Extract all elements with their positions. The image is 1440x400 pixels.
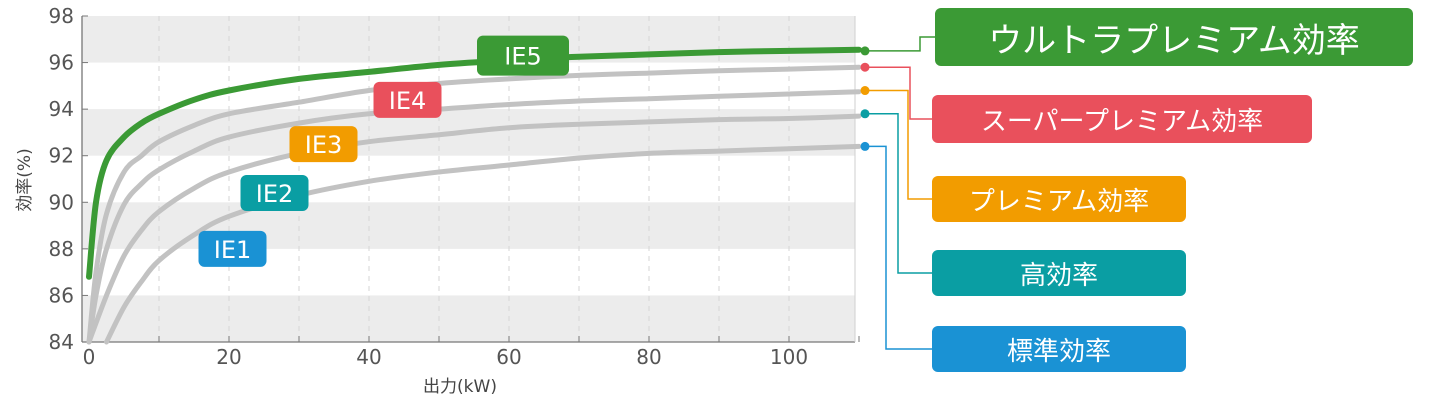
- x-tick-label-4: 80: [636, 345, 661, 369]
- legend-connector-2: [860, 86, 932, 200]
- y-tick-label-3: 90: [49, 190, 74, 214]
- legend-connector-3: [860, 109, 932, 274]
- curve-tag-box: [240, 174, 309, 211]
- x-tick-label-2: 40: [356, 345, 381, 369]
- curve-tag-ie4: IE4: [373, 81, 442, 118]
- y-tick-label-1: 86: [49, 283, 74, 307]
- legend-item-label: 高効率: [1019, 260, 1098, 291]
- curve-tag-ie1: IE1: [198, 230, 267, 267]
- y-tick-label-7: 98: [49, 4, 74, 28]
- legend-connectors: [860, 36, 935, 350]
- band-0: [82, 295, 855, 342]
- x-tick-label-5: 100: [770, 345, 808, 369]
- connector-dot: [860, 109, 870, 119]
- legend-item-4: 標準効率: [932, 326, 1186, 372]
- curve-tag-box: [373, 81, 442, 118]
- legend-item-label: ウルトラプレミアム効率: [988, 20, 1360, 61]
- connector-dot: [860, 46, 870, 56]
- connector-dot: [860, 141, 870, 151]
- legend-item-2: プレミアム効率: [932, 176, 1186, 222]
- connector-dot: [860, 86, 870, 96]
- legend-item-0: ウルトラプレミアム効率: [935, 8, 1413, 66]
- legend-connector-1: [860, 62, 932, 120]
- y-tick-label-5: 94: [49, 97, 74, 121]
- curve-tag-label: IE4: [389, 87, 427, 115]
- y-tick-label-4: 92: [49, 144, 74, 168]
- legend-connector-4: [860, 141, 932, 350]
- legend-item-3: 高効率: [932, 250, 1186, 296]
- legend-item-label: スーパープレミアム効率: [980, 106, 1264, 137]
- x-tick-labels: 0 20 40 60 80 100: [83, 345, 808, 369]
- curve-tag-ie2: IE2: [240, 174, 309, 211]
- y-tick-label-0: 84: [49, 330, 74, 354]
- x-axis-label: 出力(kW): [423, 377, 497, 397]
- plot-bands: [82, 16, 855, 342]
- connector-line: [865, 36, 935, 52]
- x-tick-label-0: 0: [83, 345, 96, 369]
- connector-dot: [860, 62, 870, 72]
- curve-tag-box: [289, 126, 358, 163]
- curve-tag-ie3: IE3: [289, 126, 358, 163]
- curve-tag-label: IE2: [256, 180, 294, 208]
- curve-tag-label: IE3: [305, 131, 343, 159]
- curve-tag-ie5: IE5: [477, 35, 569, 76]
- connector-line: [865, 89, 932, 200]
- series-lines: [86, 46, 862, 345]
- series-line-ie1: [104, 143, 862, 345]
- y-tick-label-6: 96: [49, 51, 74, 75]
- band-1: [82, 202, 855, 249]
- legend-connector-0: [860, 36, 935, 56]
- y-axis-label: 効率(%): [15, 148, 35, 211]
- curve-tag-box: [198, 230, 267, 267]
- curve-tag-label: IE1: [214, 236, 252, 264]
- connector-line: [865, 145, 932, 350]
- x-tick-label-1: 20: [216, 345, 241, 369]
- x-tick-label-3: 60: [496, 345, 521, 369]
- connector-line: [865, 113, 932, 274]
- series-line-ie3: [86, 89, 862, 345]
- band-3: [82, 16, 855, 63]
- series-line-ie5: [86, 46, 862, 280]
- curve-tag-box: [477, 35, 569, 76]
- legend-item-label: 標準効率: [1006, 336, 1111, 367]
- series-line-ie4: [86, 64, 862, 345]
- curve-tag-label: IE5: [504, 43, 542, 71]
- connector-line: [865, 66, 932, 120]
- legend-item-1: スーパープレミアム効率: [932, 95, 1312, 143]
- y-tick-labels: 84 86 88 90 92 94 96 98: [49, 4, 74, 354]
- y-tick-label-2: 88: [49, 237, 74, 261]
- legend-item-label: プレミアム効率: [968, 186, 1150, 217]
